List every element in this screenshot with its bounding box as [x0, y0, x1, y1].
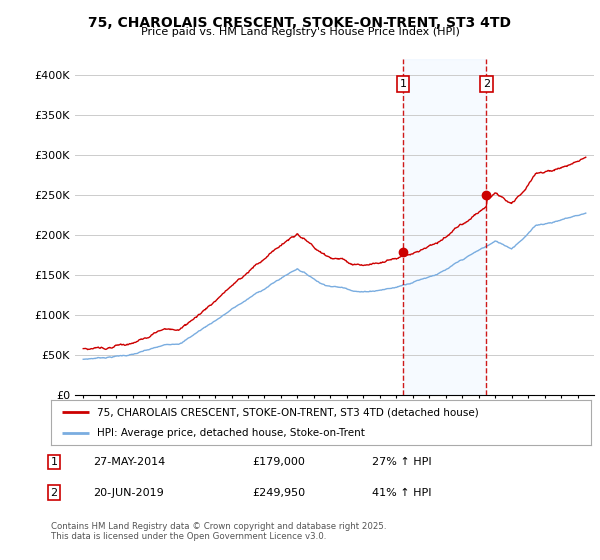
- Text: 41% ↑ HPI: 41% ↑ HPI: [372, 488, 431, 498]
- Text: 1: 1: [400, 79, 407, 89]
- Text: 75, CHAROLAIS CRESCENT, STOKE-ON-TRENT, ST3 4TD (detached house): 75, CHAROLAIS CRESCENT, STOKE-ON-TRENT, …: [97, 408, 479, 418]
- Text: Contains HM Land Registry data © Crown copyright and database right 2025.
This d: Contains HM Land Registry data © Crown c…: [51, 522, 386, 542]
- Text: £179,000: £179,000: [252, 457, 305, 467]
- Text: 27-MAY-2014: 27-MAY-2014: [93, 457, 165, 467]
- Text: Price paid vs. HM Land Registry's House Price Index (HPI): Price paid vs. HM Land Registry's House …: [140, 27, 460, 38]
- Bar: [403, 59, 487, 395]
- Text: 20-JUN-2019: 20-JUN-2019: [93, 488, 164, 498]
- Text: HPI: Average price, detached house, Stoke-on-Trent: HPI: Average price, detached house, Stok…: [97, 428, 365, 438]
- Text: 1: 1: [50, 457, 58, 467]
- Text: 27% ↑ HPI: 27% ↑ HPI: [372, 457, 431, 467]
- Text: 75, CHAROLAIS CRESCENT, STOKE-ON-TRENT, ST3 4TD: 75, CHAROLAIS CRESCENT, STOKE-ON-TRENT, …: [89, 16, 511, 30]
- Text: £249,950: £249,950: [252, 488, 305, 498]
- Text: 2: 2: [483, 79, 490, 89]
- Text: 2: 2: [50, 488, 58, 498]
